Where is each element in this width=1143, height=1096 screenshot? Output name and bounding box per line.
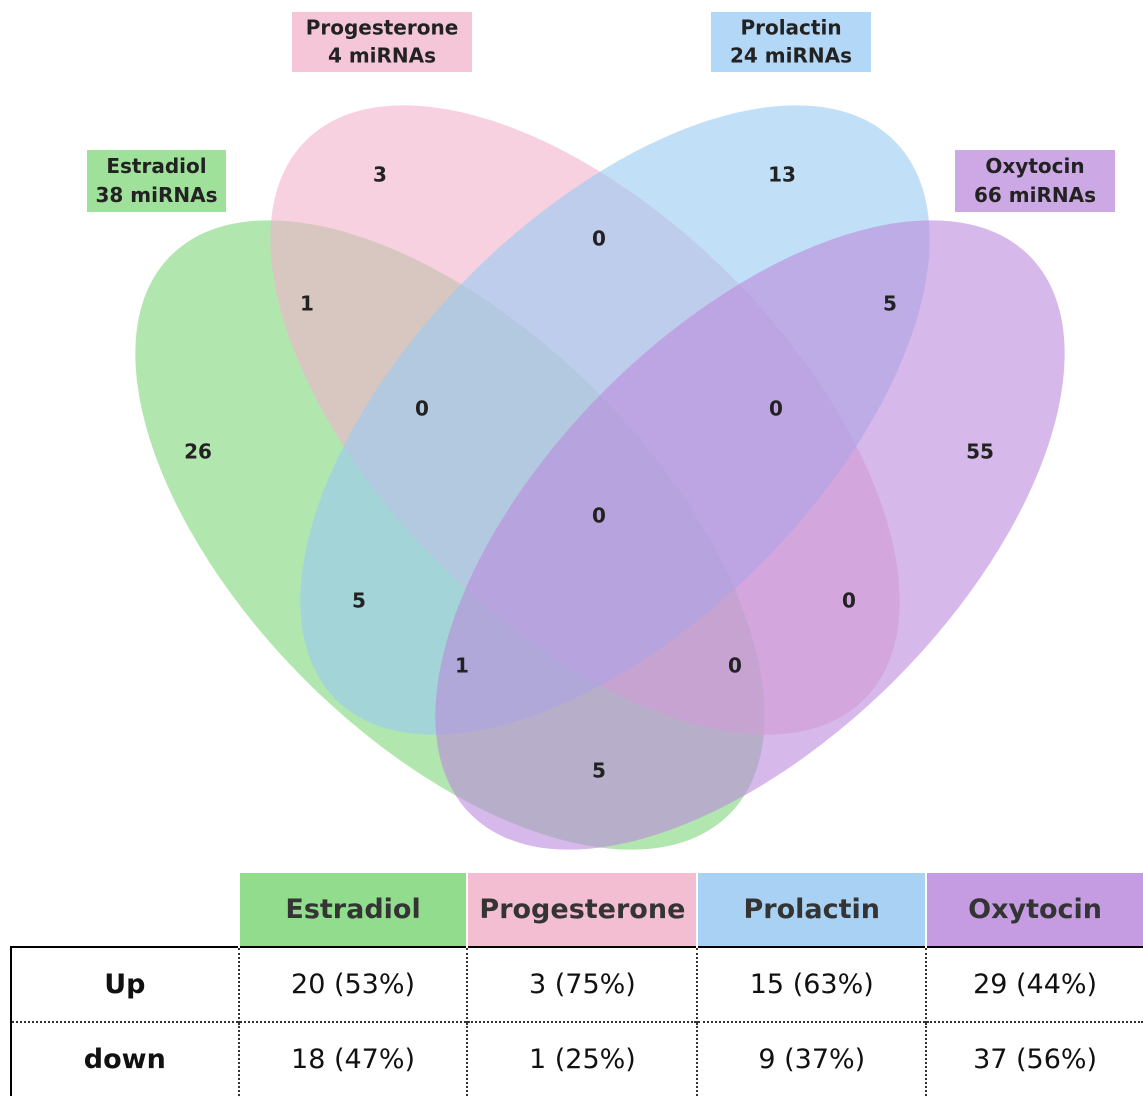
region-count: 0: [592, 227, 606, 251]
set-name: Oxytocin: [985, 154, 1084, 178]
table-cell: 29 (44%): [925, 946, 1143, 1022]
empty-cell: [11, 873, 239, 947]
header-row: Estradiol Progesterone Prolactin Oxytocin: [11, 873, 1143, 947]
table-cell: 9 (37%): [696, 1021, 927, 1096]
region-count: 1: [455, 654, 469, 678]
venn: Estradiol 38 miRNAs Progesterone 4 miRNAs Pr…: [87, 12, 1115, 850]
region-count: 1: [300, 292, 314, 316]
header-cell: Oxytocin: [925, 873, 1143, 947]
set-count: 24 miRNAs: [730, 44, 852, 68]
region-count: 5: [592, 759, 606, 783]
table-cell: 20 (53%): [237, 946, 468, 1022]
region-count: 3: [373, 163, 387, 187]
set-label-box: [955, 150, 1115, 212]
region-count: 5: [883, 292, 897, 316]
set-ellipse: [435, 220, 1065, 850]
set-name: Estradiol: [106, 154, 206, 178]
table-cell: 37 (56%): [925, 1021, 1143, 1096]
set-label-box: [711, 12, 871, 72]
row-label: down: [10, 1021, 239, 1096]
set-label-box: [87, 150, 226, 212]
region-count: 0: [769, 397, 783, 421]
set-name: Prolactin: [740, 15, 841, 39]
region-count: 26: [184, 440, 212, 464]
region-count: 55: [966, 440, 994, 464]
table: Estradiol Progesterone Prolactin Oxytocin Up…: [10, 873, 1143, 1096]
region-count: 0: [415, 397, 429, 421]
set-label-box: [292, 12, 472, 72]
region-count: 0: [728, 654, 742, 678]
table-cell: 3 (75%): [466, 946, 698, 1022]
set-count: 38 miRNAs: [95, 183, 217, 207]
table-row: down 18 (47%) 1 (25%) 9 (37%) 37 (56%): [10, 1021, 1143, 1096]
header-cell: Progesterone: [466, 873, 698, 947]
set-count: 4 miRNAs: [328, 44, 436, 68]
row-label: Up: [10, 946, 239, 1022]
set-name: Progesterone: [306, 15, 459, 39]
header-cell: Estradiol: [237, 873, 468, 947]
header-cell: Prolactin: [696, 873, 927, 947]
region-count: 5: [352, 589, 366, 613]
region-count: 13: [768, 163, 796, 187]
table-cell: 15 (63%): [696, 946, 927, 1022]
table-cell: 1 (25%): [466, 1021, 698, 1096]
table-row: Up 20 (53%) 3 (75%) 15 (63%) 29 (44%): [10, 946, 1143, 1022]
region-count: 0: [592, 504, 606, 528]
region-count: 0: [842, 589, 856, 613]
set-count: 66 miRNAs: [974, 183, 1096, 207]
table-cell: 18 (47%): [237, 1021, 468, 1096]
